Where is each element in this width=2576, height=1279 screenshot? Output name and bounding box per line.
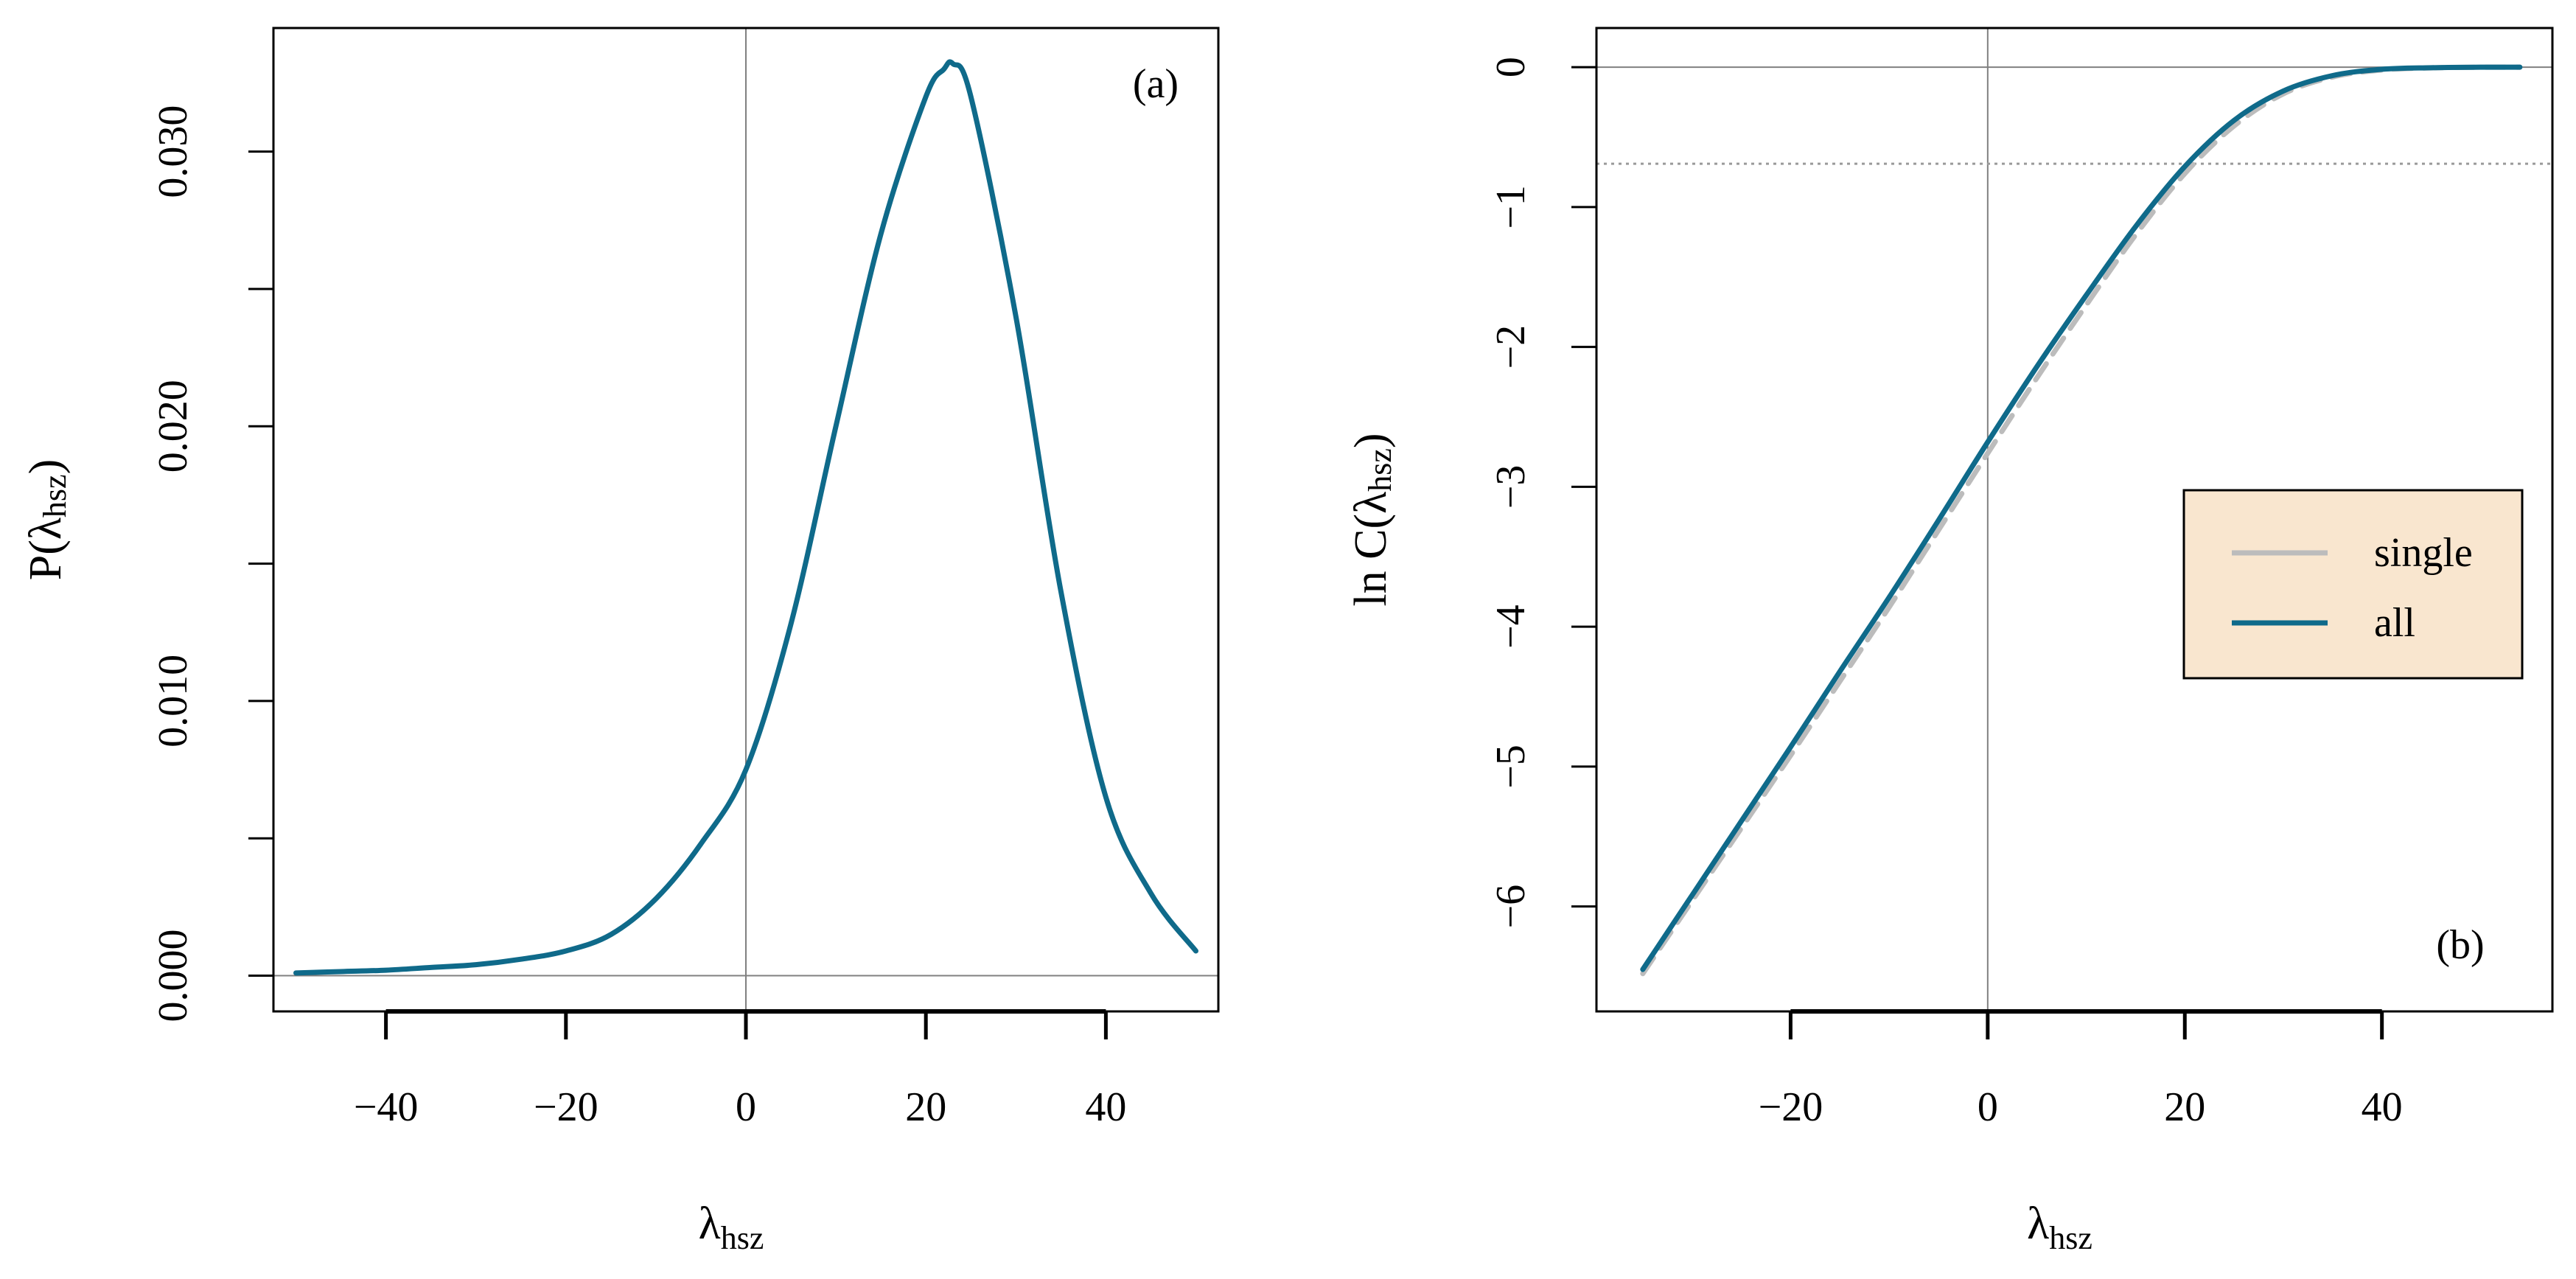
x-tick-label: −40 xyxy=(354,1084,419,1130)
legend-label-single: single xyxy=(2374,530,2473,576)
x-tick-label: 0 xyxy=(736,1084,756,1130)
panel-a-plot: −40 −20 0 20 400.0000.0100.0200.030λhszP(λhs… xyxy=(21,27,1220,1256)
y-tick-label: −1 xyxy=(1488,185,1534,229)
y-tick-label: 0.000 xyxy=(150,930,196,1022)
panel-label: (b) xyxy=(2436,922,2484,968)
y-tick-label: 0.010 xyxy=(150,655,196,747)
x-tick-label: 40 xyxy=(1085,1084,1126,1130)
y-tick-label: 0.030 xyxy=(150,105,196,198)
y-axis-title-close: ) xyxy=(1346,433,1396,448)
legend: single all xyxy=(2182,489,2524,680)
x-axis-title-subscript: hsz xyxy=(721,1220,764,1256)
x-tick-label: −20 xyxy=(1759,1084,1823,1130)
x-tick-label: 40 xyxy=(2362,1084,2403,1130)
y-tick-label: −4 xyxy=(1488,604,1534,649)
panel-label: (a) xyxy=(1133,61,1179,107)
y-axis-title: P(λhsz) xyxy=(21,459,73,581)
y-axis-title-main: P(λ xyxy=(21,517,71,580)
x-axis-title: λhsz xyxy=(2027,1199,2092,1256)
series-line-single xyxy=(1640,64,2523,977)
y-tick-label: −6 xyxy=(1488,885,1534,929)
series-line-all xyxy=(1640,64,2523,972)
x-axis-title-subscript: hsz xyxy=(2049,1220,2092,1256)
y-axis-title-subscript: hsz xyxy=(1362,448,1398,492)
y-tick-label: 0 xyxy=(1488,57,1534,77)
series-line-all xyxy=(293,59,1198,976)
x-axis-title-main: λ xyxy=(699,1199,721,1249)
y-tick-label: −2 xyxy=(1488,325,1534,369)
legend-label-all: all xyxy=(2374,600,2415,646)
x-tick-label: 0 xyxy=(1978,1084,1998,1130)
y-axis-title-subscript: hsz xyxy=(37,474,73,517)
x-axis-title-main: λ xyxy=(2027,1199,2049,1249)
x-tick-label: −20 xyxy=(534,1084,598,1130)
y-tick-label: 0.020 xyxy=(150,380,196,473)
y-axis-title-main: ln C(λ xyxy=(1346,492,1396,607)
x-tick-label: 20 xyxy=(905,1084,946,1130)
legend-box xyxy=(2182,489,2524,680)
y-tick-label: −5 xyxy=(1488,745,1534,789)
y-tick-label: −3 xyxy=(1488,465,1534,509)
y-axis-title: ln C(λhsz) xyxy=(1346,433,1398,606)
x-axis-title: λhsz xyxy=(699,1199,764,1256)
x-tick-label: 20 xyxy=(2164,1084,2205,1130)
y-axis-title-close: ) xyxy=(21,459,71,475)
